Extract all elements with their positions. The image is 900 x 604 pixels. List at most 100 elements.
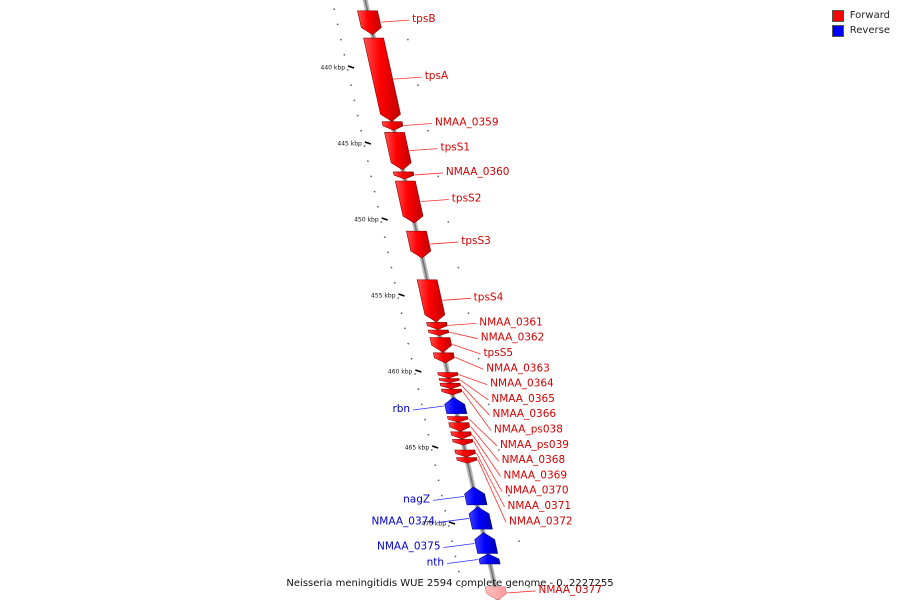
axis-dot	[454, 555, 457, 558]
gene-label-connector	[459, 374, 488, 385]
gene-label: NMAA_0359	[435, 117, 499, 129]
axis-dot	[370, 175, 373, 178]
legend-item-forward: Forward	[831, 8, 890, 23]
axis-dot	[340, 38, 342, 41]
gene-label: NMAA_0365	[491, 393, 555, 405]
gene-label: tpsS2	[452, 193, 482, 205]
gene-label-connector	[448, 323, 477, 326]
gene-label-connector	[476, 452, 505, 508]
axis-dot	[356, 114, 359, 117]
kbp-ticks: 440 kbp 445 kbp 450 kbp 455 kbp 460 kbp 465 k…	[321, 65, 456, 528]
gene-tpss4	[416, 279, 446, 323]
gene-tpsb	[357, 10, 382, 35]
gene-label-connector	[442, 297, 471, 301]
axis-dot	[518, 540, 520, 543]
kbp-tick-mark	[364, 141, 372, 145]
axis-dot	[434, 464, 437, 467]
axis-dot	[367, 160, 369, 163]
axis-dot	[333, 8, 336, 11]
gene-nmaa-0375	[474, 532, 499, 554]
gene-label-connector	[420, 199, 449, 202]
kbp-tick-mark	[381, 217, 388, 221]
gene-label: tpsB	[412, 13, 435, 25]
axis-dot	[336, 23, 339, 26]
axis-dot	[407, 38, 409, 41]
gene-label-connector	[437, 518, 470, 523]
gene-label-connector	[452, 344, 481, 355]
gene-label-connector	[470, 426, 499, 462]
gene-tpsa	[363, 37, 401, 122]
gene-label: tpsS5	[483, 347, 513, 359]
axis-dot	[451, 540, 453, 543]
axis-dot	[420, 403, 423, 406]
axis-dot	[417, 84, 419, 87]
gene-label: NMAA_0363	[486, 362, 550, 374]
gene-label: NMAA_0372	[509, 515, 573, 527]
axis-dot	[404, 327, 406, 330]
legend-label-reverse: Reverse	[849, 25, 890, 36]
axis-dot	[508, 494, 510, 497]
gene-nmaa-0365	[438, 378, 460, 383]
gene-label-connector	[381, 19, 410, 23]
gene-label: NMAA_ps038	[494, 424, 563, 436]
gene-label-connector	[433, 496, 465, 501]
axis-dot	[390, 266, 393, 269]
axis-dot	[417, 388, 420, 391]
gene-label: tpsS3	[461, 235, 491, 247]
gene-label-connector	[409, 148, 438, 151]
kbp-tick-mark	[431, 445, 439, 449]
axis-dot	[447, 525, 450, 527]
gene-label-connector	[413, 405, 445, 411]
gene-label-connector	[477, 459, 507, 523]
gene-nmaa-0364	[437, 372, 459, 379]
gene-nagz	[464, 486, 488, 506]
axis-dot	[427, 129, 429, 132]
gene-label-connector	[462, 391, 492, 431]
legend-item-reverse: Reverse	[831, 23, 890, 38]
gene-nmaa-ps038	[441, 388, 463, 396]
axis-dot	[346, 69, 349, 71]
axis-dot	[383, 236, 386, 239]
gene-nmaa-0371	[454, 449, 476, 458]
axis-dot	[410, 357, 413, 360]
gene-nmaa-0368	[448, 422, 471, 432]
gene-tpss2	[394, 180, 424, 224]
gene-nmaa-0362	[427, 329, 450, 336]
axis-dot	[373, 190, 376, 193]
axis-dot	[487, 403, 490, 406]
gene-nmaa-0363	[432, 352, 455, 364]
axis-dot	[528, 585, 530, 588]
gene-label: NMAA_0360	[446, 166, 510, 178]
gene-label: nth	[427, 556, 444, 568]
gene-nmaa-0377	[484, 586, 507, 601]
gene-label: NMAA_0368	[502, 454, 566, 466]
gene-tpss5	[429, 337, 452, 353]
axis-dot	[360, 129, 362, 132]
axis-dot	[477, 357, 480, 360]
axis-dot	[397, 297, 400, 299]
axis-dot	[497, 449, 500, 451]
gene-label-connector	[461, 385, 490, 416]
kbp-tick-label: 455 kbp	[371, 293, 396, 300]
gene-label: NMAA_0375	[377, 541, 441, 553]
axis-dot	[447, 221, 450, 223]
axis-dot	[363, 145, 366, 147]
axis-dot	[437, 479, 440, 482]
kbp-tick-mark	[448, 521, 456, 525]
gene-label: NMAA_0374	[371, 515, 435, 527]
gene-label: tpsA	[425, 70, 449, 82]
axis-dot	[461, 585, 463, 588]
gene-nmaa-0359	[381, 121, 404, 131]
axis-dot	[457, 266, 460, 269]
gene-nmaa-0372	[456, 457, 478, 464]
legend-swatch-reverse	[831, 24, 844, 37]
axis-dot	[430, 449, 433, 451]
gene-label-connector	[507, 590, 536, 594]
gene-rbn	[444, 397, 468, 414]
gene-label: NMAA_0377	[538, 584, 602, 596]
gene-nmaa-0360	[392, 171, 415, 180]
genes	[357, 10, 507, 601]
axis-dot	[393, 281, 396, 284]
axis-dot	[427, 433, 430, 436]
